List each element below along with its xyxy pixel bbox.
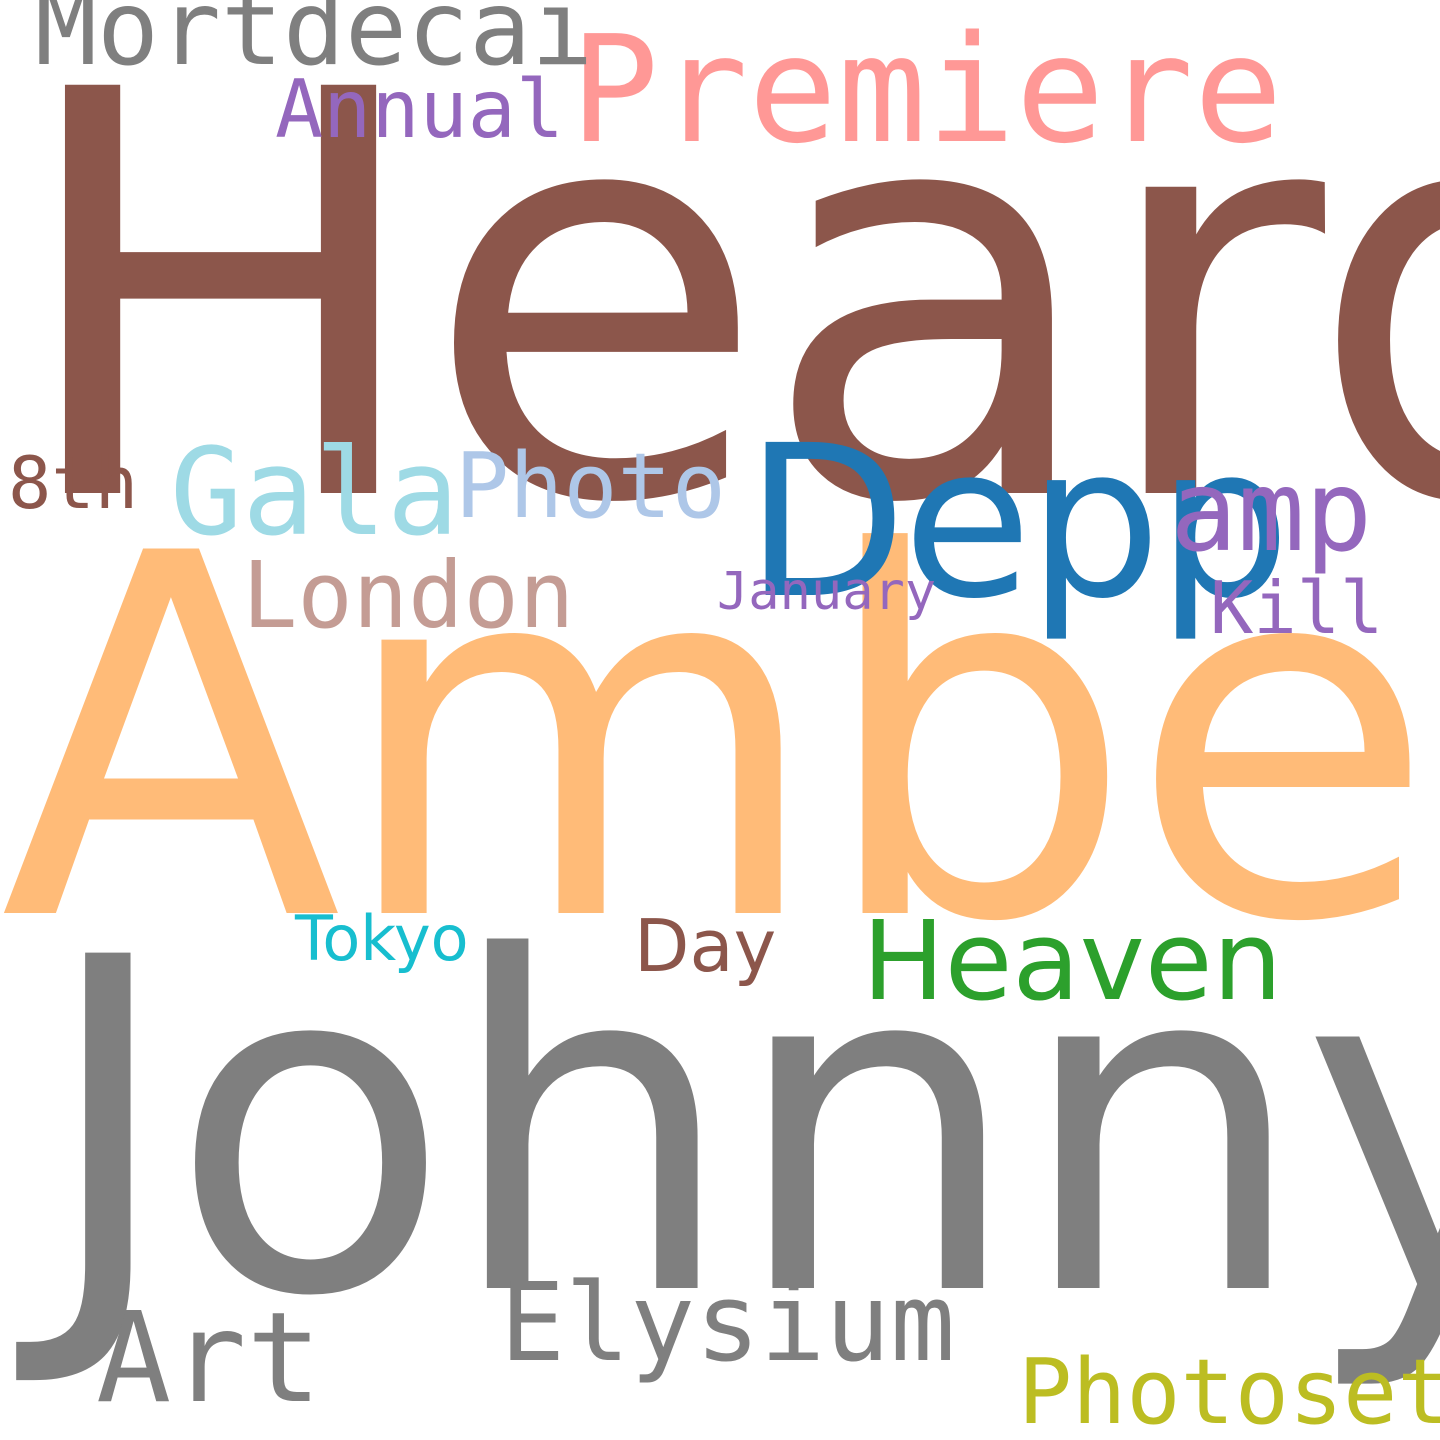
word-london: London	[242, 542, 575, 649]
word-elysium: Elysium	[500, 1261, 956, 1386]
word-photo: Photo	[455, 434, 726, 539]
word-heaven: Heaven	[862, 897, 1283, 1025]
word-8th: 8th	[8, 441, 139, 525]
word-depp: Depp	[745, 400, 1291, 645]
word-mortdecai: Mortdecai	[35, 0, 594, 89]
word-heard: Heard	[10, 0, 1440, 626]
word-day: Day	[634, 904, 777, 988]
word-gala: Gala	[170, 424, 459, 563]
word-tokyo: Tokyo	[295, 902, 469, 975]
word-photoset: Photoset	[1018, 1340, 1440, 1440]
word-johnny: Johnny	[40, 862, 1440, 1397]
word-amp: amp	[1170, 447, 1373, 577]
word-january: January	[717, 562, 937, 622]
word-amber: Amber	[0, 449, 1440, 1031]
word-art: Art	[96, 1286, 322, 1431]
word-annual: Annual	[275, 63, 564, 156]
word-premiere: Premiere	[570, 4, 1283, 176]
word-kill: Kill	[1210, 566, 1384, 650]
